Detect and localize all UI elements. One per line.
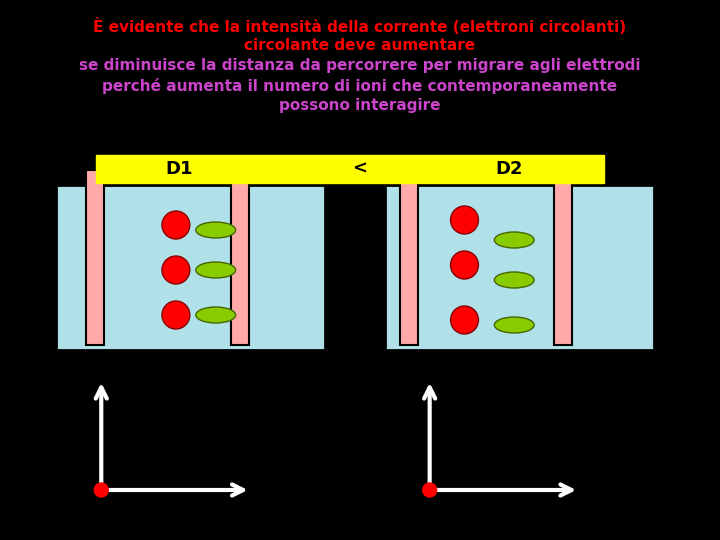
Text: possono interagire: possono interagire [279,98,441,113]
Circle shape [423,483,436,497]
Ellipse shape [196,307,235,323]
Bar [230,170,248,345]
Bar [385,185,654,350]
Circle shape [451,306,478,334]
Circle shape [451,251,478,279]
Ellipse shape [495,232,534,248]
Bar [554,170,572,345]
Circle shape [162,301,190,329]
Text: circolante deve aumentare: circolante deve aumentare [244,38,476,53]
Ellipse shape [196,222,235,238]
Bar [56,185,325,350]
Bar [96,155,604,183]
Circle shape [451,206,478,234]
Text: perché aumenta il numero di ioni che contemporaneamente: perché aumenta il numero di ioni che con… [102,78,618,94]
Text: se diminuisce la distanza da percorrere per migrare agli elettrodi: se diminuisce la distanza da percorrere … [79,58,641,73]
Text: <: < [353,160,367,178]
Text: È evidente che la intensità della corrente (elettroni circolanti): È evidente che la intensità della corren… [94,18,626,35]
Text: D1: D1 [165,160,193,178]
Circle shape [94,483,108,497]
Ellipse shape [495,272,534,288]
Ellipse shape [495,317,534,333]
Circle shape [162,211,190,239]
Text: D2: D2 [495,160,523,178]
Circle shape [162,256,190,284]
Bar [400,170,418,345]
Bar [86,170,104,345]
Ellipse shape [196,262,235,278]
